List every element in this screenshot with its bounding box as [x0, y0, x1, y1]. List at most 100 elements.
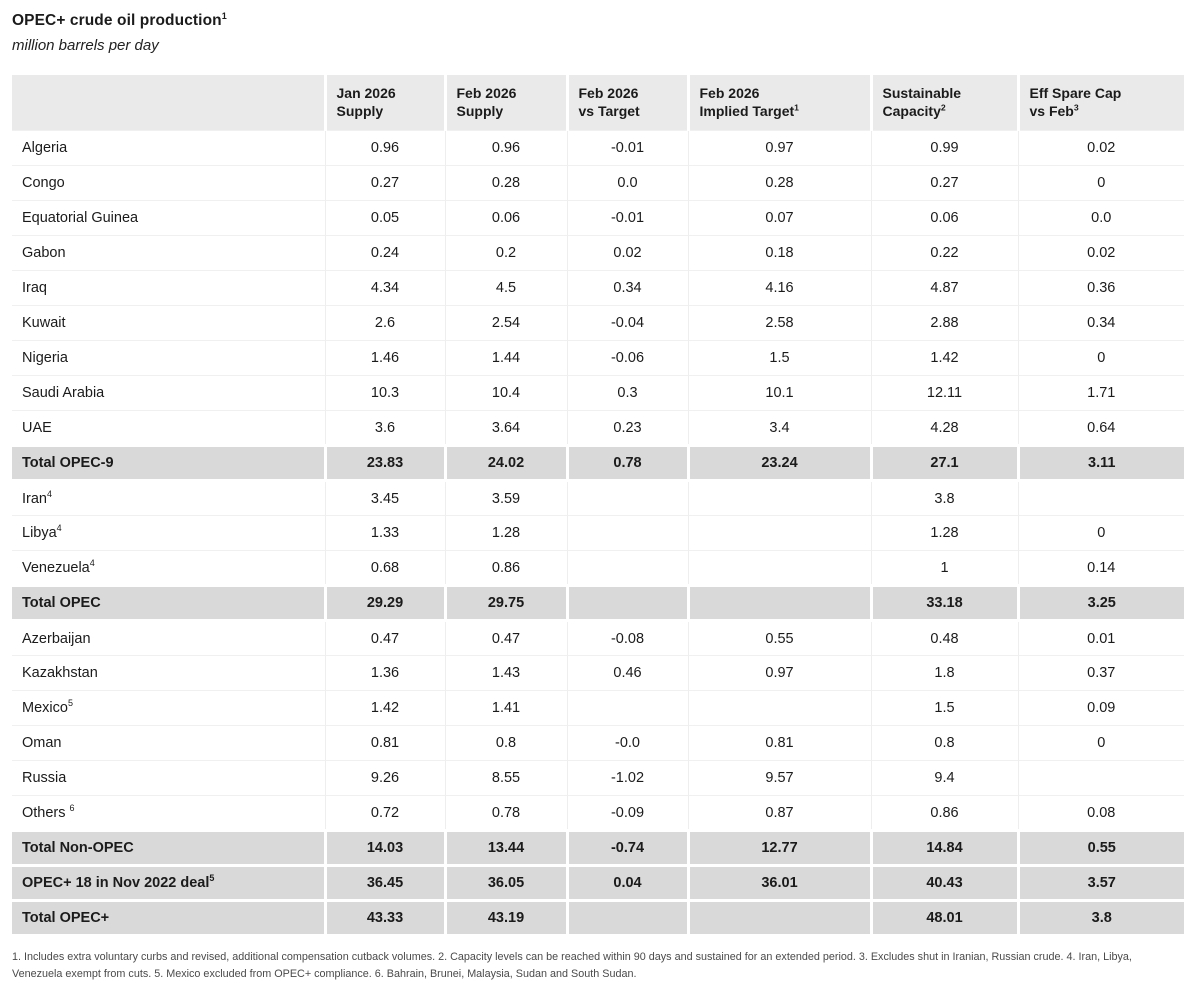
value-cell: 0.78	[444, 795, 567, 831]
value-cell: 0	[1017, 515, 1184, 551]
value-cell: 0.01	[1017, 620, 1184, 656]
value-cell: 0.36	[1017, 270, 1184, 306]
value-cell: 14.84	[869, 829, 1018, 868]
value-cell: 3.4	[687, 410, 871, 446]
value-cell: 3.8	[1016, 899, 1184, 938]
row-label: Equatorial Guinea	[12, 200, 325, 236]
value-cell: 0.64	[1017, 410, 1184, 446]
value-cell: 48.01	[869, 899, 1018, 938]
value-cell: 2.58	[687, 305, 871, 341]
value-cell: 4.28	[870, 410, 1018, 446]
value-cell: 0.02	[1017, 235, 1184, 271]
value-cell: 0.28	[444, 165, 567, 201]
value-cell: 0.0	[566, 165, 688, 201]
row-label: Russia	[12, 760, 325, 796]
value-cell: 0.22	[870, 235, 1018, 271]
value-cell: 29.75	[443, 584, 567, 623]
production-table: Jan 2026 Supply Feb 2026 Supply Feb 2026 vs T…	[12, 75, 1184, 938]
value-cell: 2.6	[324, 305, 445, 341]
table-row-oman: Oman 0.81 0.8 -0.0 0.81 0.8 0	[12, 725, 1184, 761]
value-cell: -0.0	[566, 725, 688, 761]
value-cell: 0.55	[687, 620, 871, 656]
value-cell: 1.8	[870, 655, 1018, 691]
row-label: Azerbaijan	[12, 620, 325, 656]
value-cell: 33.18	[869, 584, 1018, 623]
value-cell: 3.64	[444, 410, 567, 446]
column-header-feb-2026-supply: Feb 2026 Supply	[443, 75, 567, 131]
value-cell: 0.37	[1017, 655, 1184, 691]
column-header-eff-spare-cap-vs-feb: Eff Spare Cap vs Feb3	[1016, 75, 1184, 131]
value-cell: 0.09	[1017, 690, 1184, 726]
value-cell: 23.83	[323, 444, 445, 483]
row-label: Congo	[12, 165, 325, 201]
value-cell: 0.86	[444, 550, 567, 586]
value-cell: 0.81	[687, 725, 871, 761]
total-row-total-opec: Total OPEC 29.29 29.75 33.18 3.25	[12, 584, 1184, 623]
table-row-kazakhstan: Kazakhstan 1.36 1.43 0.46 0.97 1.8 0.37	[12, 655, 1184, 691]
page-title-footnote-marker: 1	[221, 10, 227, 21]
row-label: Libya4	[12, 515, 325, 551]
value-cell: 1	[870, 550, 1018, 586]
value-cell: 1.43	[444, 655, 567, 691]
table-header-row: Jan 2026 Supply Feb 2026 Supply Feb 2026 vs T…	[12, 75, 1184, 131]
value-cell: 9.4	[870, 760, 1018, 796]
value-cell	[1017, 480, 1184, 516]
row-label: Saudi Arabia	[12, 375, 325, 411]
value-cell: 23.24	[686, 444, 871, 483]
value-cell: 0.72	[324, 795, 445, 831]
table-row-venezuela: Venezuela4 0.68 0.86 1 0.14	[12, 550, 1184, 586]
column-header-feb-2026-implied-target: Feb 2026 Implied Target1	[686, 75, 871, 131]
total-row-total-opec-9: Total OPEC-9 23.83 24.02 0.78 23.24 27.1 3.11	[12, 444, 1184, 483]
value-cell: 0.2	[444, 235, 567, 271]
row-label: Mexico5	[12, 690, 325, 726]
value-cell: 0.34	[1017, 305, 1184, 341]
value-cell: -0.06	[566, 340, 688, 376]
value-cell: 3.25	[1016, 584, 1184, 623]
value-cell: 1.5	[870, 690, 1018, 726]
table-row-kuwait: Kuwait 2.6 2.54 -0.04 2.58 2.88 0.34	[12, 305, 1184, 341]
column-header-feb-2026-vs-target: Feb 2026 vs Target	[565, 75, 688, 131]
value-cell: 4.34	[324, 270, 445, 306]
value-cell: 9.26	[324, 760, 445, 796]
value-cell: 27.1	[869, 444, 1018, 483]
value-cell	[687, 690, 871, 726]
value-cell: 2.88	[870, 305, 1018, 341]
value-cell: 0.24	[324, 235, 445, 271]
value-cell: 0	[1017, 725, 1184, 761]
value-cell: 0.14	[1017, 550, 1184, 586]
value-cell: 3.8	[870, 480, 1018, 516]
table-row-libya: Libya4 1.33 1.28 1.28 0	[12, 515, 1184, 551]
row-label: Venezuela4	[12, 550, 325, 586]
value-cell: 12.11	[870, 375, 1018, 411]
value-cell: -0.01	[566, 200, 688, 236]
value-cell	[565, 899, 688, 938]
column-header-sustainable-capacity: Sustainable Capacity2	[869, 75, 1018, 131]
value-cell: 14.03	[323, 829, 445, 868]
value-cell	[1017, 760, 1184, 796]
value-cell: 3.57	[1016, 864, 1184, 903]
value-cell: 1.41	[444, 690, 567, 726]
value-cell: 0.23	[566, 410, 688, 446]
value-cell: 1.33	[324, 515, 445, 551]
value-cell: 24.02	[443, 444, 567, 483]
value-cell: 0.34	[566, 270, 688, 306]
row-label: Nigeria	[12, 340, 325, 376]
table-footnote: 1. Includes extra voluntary curbs and re…	[12, 951, 1132, 981]
value-cell: 1.5	[687, 340, 871, 376]
value-cell: 0.47	[444, 620, 567, 656]
value-cell: 0.78	[565, 444, 688, 483]
value-cell: 0.99	[870, 130, 1018, 166]
total-row-opec-18-in-nov-2022-deal: OPEC+ 18 in Nov 2022 deal5 36.45 36.05 0.04…	[12, 864, 1184, 903]
value-cell: 12.77	[686, 829, 871, 868]
row-label: Oman	[12, 725, 325, 761]
value-cell: 0.87	[687, 795, 871, 831]
value-cell: 0.02	[1017, 130, 1184, 166]
value-cell: 43.33	[323, 899, 445, 938]
table-row-others: Others 6 0.72 0.78 -0.09 0.87 0.86 0.08	[12, 795, 1184, 831]
table-row-uae: UAE 3.6 3.64 0.23 3.4 4.28 0.64	[12, 410, 1184, 446]
table-header: Jan 2026 Supply Feb 2026 Supply Feb 2026 vs T…	[12, 75, 1184, 131]
table-row-russia: Russia 9.26 8.55 -1.02 9.57 9.4	[12, 760, 1184, 796]
value-cell: 0.46	[566, 655, 688, 691]
value-cell: 10.4	[444, 375, 567, 411]
